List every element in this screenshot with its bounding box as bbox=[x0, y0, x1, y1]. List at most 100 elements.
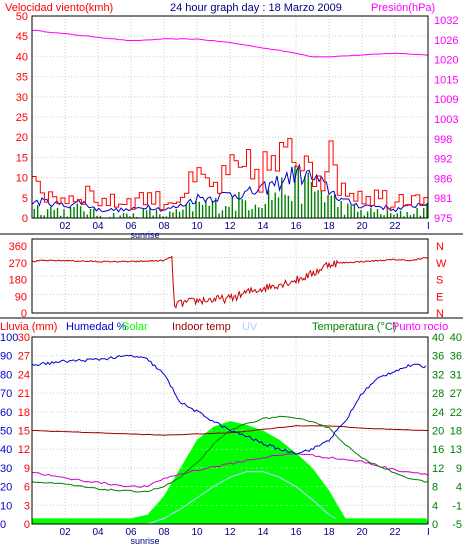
uv-line bbox=[147, 471, 336, 525]
wind-bar bbox=[310, 182, 313, 218]
dewpoint-line bbox=[31, 453, 429, 488]
legend-indoor: Indoor temp bbox=[172, 321, 231, 333]
wind-bar bbox=[419, 215, 422, 218]
wind-bar bbox=[159, 214, 161, 218]
humidity-tick-label: 0 bbox=[0, 519, 6, 531]
wind-bar bbox=[241, 199, 243, 218]
wind-tick-label: 0 bbox=[22, 213, 28, 225]
wind-tick-label: 20 bbox=[16, 132, 28, 144]
wind-bar bbox=[221, 210, 224, 218]
wind-tick-label: 45 bbox=[16, 31, 28, 43]
wind-bar bbox=[267, 189, 270, 218]
legend-humidity: Humedad % bbox=[66, 321, 127, 333]
time-tick-label: 10 bbox=[191, 221, 203, 232]
wind-bar bbox=[215, 198, 217, 218]
direction-letter-label: N bbox=[436, 241, 444, 253]
humidity-tick-label: 100 bbox=[0, 332, 18, 344]
wind-bar bbox=[93, 208, 95, 218]
time-end-label: I bbox=[427, 527, 430, 538]
wind-bar bbox=[366, 211, 369, 218]
wind-bar bbox=[409, 215, 412, 218]
direction-letter-label: S bbox=[436, 275, 443, 287]
wind-tick-label: 50 bbox=[16, 11, 28, 23]
wind-bar bbox=[291, 201, 293, 218]
wind-bar bbox=[294, 165, 296, 218]
wind-bar bbox=[205, 201, 207, 218]
time-tick-label: 22 bbox=[389, 527, 401, 538]
wind-bar bbox=[172, 212, 174, 218]
pressure-axis-title: Presión(hPa) bbox=[371, 2, 435, 14]
time-tick-label: 08 bbox=[158, 221, 170, 232]
wind-bar bbox=[330, 195, 332, 218]
wind-bar bbox=[261, 208, 263, 218]
temperature-tick-label: 4 bbox=[432, 500, 438, 512]
wind-bar bbox=[83, 211, 85, 218]
wind-bar bbox=[320, 190, 323, 218]
time-tick-label: 16 bbox=[290, 221, 302, 232]
temperature-tick-label: 8 bbox=[432, 482, 438, 494]
wind-bar bbox=[248, 210, 250, 218]
direction-tick-label: 360 bbox=[9, 241, 27, 253]
humidity-tick-label: 60 bbox=[0, 407, 12, 419]
rain-tick-label: 3 bbox=[24, 500, 30, 512]
dewpoint-tick-label: 27 bbox=[450, 388, 462, 400]
humidity-line bbox=[31, 354, 427, 455]
wind-bar bbox=[314, 191, 316, 218]
wind-bar bbox=[300, 203, 303, 218]
wind-bar bbox=[165, 216, 168, 218]
wind-bar bbox=[297, 167, 299, 218]
pressure-tick-label: 1020 bbox=[434, 55, 458, 67]
pressure-tick-label: 1009 bbox=[434, 94, 458, 106]
wind-bar bbox=[132, 213, 135, 218]
wind-bar bbox=[340, 201, 342, 218]
wind-bar bbox=[396, 213, 398, 218]
wind-bar bbox=[370, 207, 372, 218]
wind-bar bbox=[122, 213, 125, 218]
temperature-tick-label: 40 bbox=[432, 332, 444, 344]
wind-bar bbox=[129, 216, 131, 218]
wind-bar bbox=[69, 207, 72, 218]
wind-bar bbox=[119, 215, 121, 218]
wind-bar bbox=[43, 215, 45, 218]
wind-bar bbox=[350, 205, 352, 218]
time-tick-label: 08 bbox=[158, 527, 170, 538]
wind-bar bbox=[403, 216, 405, 218]
wind-bar bbox=[380, 214, 382, 218]
wind-bar bbox=[175, 208, 177, 218]
wind-bar bbox=[188, 202, 191, 218]
rain-tick-label: 27 bbox=[18, 351, 30, 363]
wind-bar bbox=[324, 202, 326, 218]
wind-bar bbox=[406, 212, 408, 218]
wind-bar bbox=[327, 195, 329, 218]
direction-tick-label: 90 bbox=[15, 291, 27, 303]
wind-bar bbox=[33, 209, 35, 218]
wind-bar bbox=[76, 203, 78, 218]
legend-temperature: Temperatura (°C) bbox=[312, 321, 396, 333]
data-layer bbox=[31, 29, 429, 525]
temperature-tick-label: 36 bbox=[432, 351, 444, 363]
wind-bar bbox=[50, 206, 52, 218]
dewpoint-tick-label: -1 bbox=[452, 500, 462, 512]
humidity-tick-label: 90 bbox=[0, 351, 12, 363]
wind-bar bbox=[234, 210, 237, 218]
direction-letter-label: N bbox=[436, 308, 444, 320]
humidity-tick-label: 70 bbox=[0, 388, 12, 400]
pressure-tick-label: 981 bbox=[434, 193, 452, 205]
dewpoint-tick-label: 9 bbox=[456, 463, 462, 475]
temperature-tick-label: 28 bbox=[432, 388, 444, 400]
wind-bar bbox=[353, 205, 356, 218]
wind-bar bbox=[99, 215, 102, 218]
direction-letter-label: W bbox=[436, 258, 447, 270]
wind-bar bbox=[79, 206, 82, 218]
solar-area bbox=[32, 421, 428, 524]
time-tick-label: 04 bbox=[92, 221, 104, 232]
indoor-temp-line bbox=[32, 425, 429, 436]
rain-tick-label: 21 bbox=[18, 388, 30, 400]
wind-bar bbox=[281, 177, 283, 218]
sunrise-label: sunrise bbox=[131, 230, 160, 240]
wind-bar bbox=[155, 210, 158, 218]
wind-tick-label: 40 bbox=[16, 51, 28, 63]
wind-bar bbox=[208, 205, 210, 218]
wind-bar bbox=[423, 207, 425, 218]
